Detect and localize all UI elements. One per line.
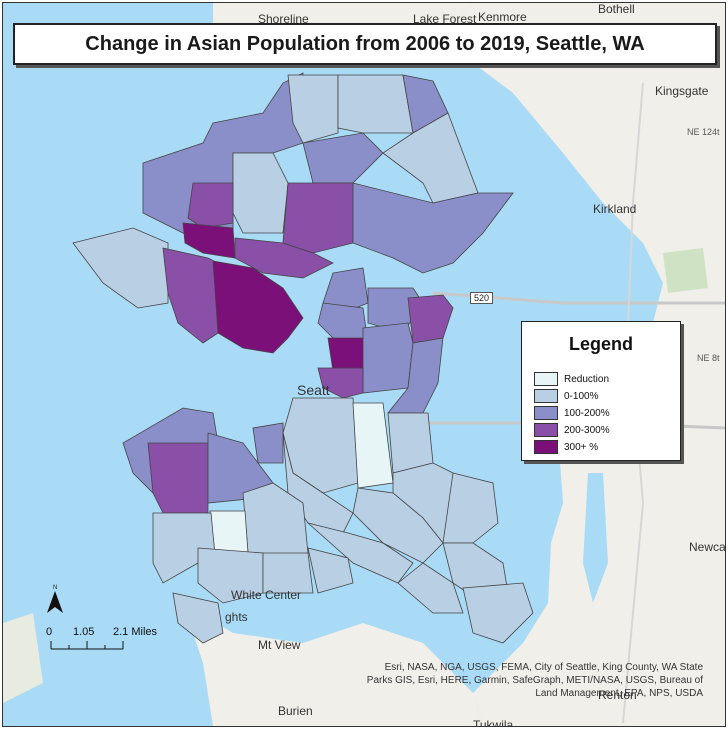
- place-seattle: Seatt: [297, 382, 330, 398]
- nbhd-ballard-purple: [187, 182, 234, 229]
- map-title-box: Change in Asian Population from 2006 to …: [13, 23, 717, 65]
- north-label: N: [53, 585, 57, 591]
- nbhd-reduction-2: [209, 510, 249, 556]
- nbhd-magnolia: [72, 227, 169, 309]
- nbhd-madison: [407, 294, 454, 344]
- place-mt-view: Mt View: [258, 638, 301, 652]
- nbhd-c-purple: [282, 182, 354, 254]
- legend-swatch-0-100: [534, 389, 558, 403]
- place-newcastle: Newcas: [689, 540, 725, 554]
- nbhd-interbay: [162, 247, 219, 344]
- legend-swatch-200-300: [534, 423, 558, 437]
- nbhd-reduction-1: [352, 402, 394, 489]
- nbhd-sw-4: [307, 547, 354, 594]
- place-ne124: NE 124t: [687, 127, 720, 137]
- place-shoreline: Shoreline: [258, 12, 309, 26]
- nbhd-n-1: [287, 74, 339, 144]
- scale-bar: N 0 1.05 2.1 Miles: [43, 583, 183, 658]
- nbhd-se-3: [442, 472, 499, 544]
- legend-item-300-plus: 300+ %: [534, 440, 598, 454]
- nbhd-c-light: [232, 152, 289, 234]
- nbhd-central-1: [362, 322, 414, 394]
- place-kirkland: Kirkland: [593, 202, 636, 216]
- nbhd-wseattle-purple: [147, 442, 209, 514]
- nbhd-sw-5: [172, 592, 224, 644]
- legend-label: 0-100%: [564, 390, 599, 402]
- scale-bar-graphic: N 0 1.05 2.1 Miles: [46, 585, 158, 650]
- north-arrow-icon: [47, 591, 63, 613]
- legend-label: 200-300%: [564, 424, 610, 436]
- nbhd-n-2: [337, 74, 414, 134]
- scale-tick-0: 0: [46, 626, 52, 638]
- route-520-shield: 520: [470, 292, 494, 304]
- nbhd-duwamish-3: [352, 487, 444, 564]
- place-bothell: Bothell: [598, 3, 635, 16]
- place-burien: Burien: [278, 704, 313, 718]
- nbhd-wseattle-3: [252, 422, 284, 464]
- land-east: [443, 3, 725, 726]
- legend-label: 100-200%: [564, 407, 610, 419]
- nbhd-id-purple: [317, 367, 364, 399]
- nbhd-capitol-1: [317, 302, 369, 344]
- nbhd-se-5: [462, 582, 534, 644]
- legend-item-reduction: Reduction: [534, 372, 609, 386]
- scale-line: [50, 641, 124, 650]
- place-tukwila: Tukwila: [473, 718, 514, 726]
- place-kenmore: Kenmore: [478, 10, 527, 24]
- nbhd-capitol-dark: [327, 337, 364, 372]
- map-title: Change in Asian Population from 2006 to …: [85, 32, 645, 55]
- nbhd-duwamish-2: [307, 522, 414, 584]
- legend-item-100-200: 100-200%: [534, 406, 610, 420]
- legend-label: Reduction: [564, 373, 610, 385]
- legend-swatch-reduction: [534, 372, 558, 386]
- land-mercer-island: [583, 473, 608, 603]
- place-heights: ghts: [225, 610, 248, 624]
- place-white-center: White Center: [231, 588, 301, 602]
- legend-item-200-300: 200-300%: [534, 423, 610, 437]
- nbhd-se-1: [387, 412, 434, 474]
- legend-swatch-300-plus: [534, 440, 558, 454]
- place-renton: Renton: [598, 688, 637, 702]
- nbhd-fremont: [234, 237, 334, 279]
- land-olympic-peninsula: [3, 613, 43, 703]
- scale-tick-1: 1.05: [73, 626, 94, 638]
- nbhd-sw-3: [262, 552, 314, 594]
- nbhd-sw-2: [197, 547, 264, 604]
- place-kingsgate: Kingsgate: [655, 84, 709, 98]
- nbhd-ne-3: [352, 182, 514, 274]
- scale-tick-2: 2.1 Miles: [113, 626, 158, 638]
- nbhd-duwamish-4: [397, 562, 464, 614]
- nbhd-qa-dark: [212, 260, 304, 354]
- legend-item-0-100: 0-100%: [534, 389, 598, 403]
- park-east: [663, 248, 708, 293]
- place-ne8: NE 8t: [697, 353, 720, 363]
- legend-swatch-100-200: [534, 406, 558, 420]
- nbhd-ballard-dark: [182, 222, 236, 259]
- legend: Legend Reduction 0-100% 100-200% 200-300…: [521, 321, 681, 461]
- nbhd-n-3: [302, 132, 384, 184]
- legend-title: Legend: [568, 334, 633, 354]
- place-lake-forest: Lake Forest: [413, 12, 477, 26]
- legend-label: 300+ %: [564, 441, 599, 453]
- land-southwest: [183, 603, 483, 726]
- map-attribution: Esri, NASA, NGA, USGS, FEMA, City of Sea…: [366, 662, 703, 699]
